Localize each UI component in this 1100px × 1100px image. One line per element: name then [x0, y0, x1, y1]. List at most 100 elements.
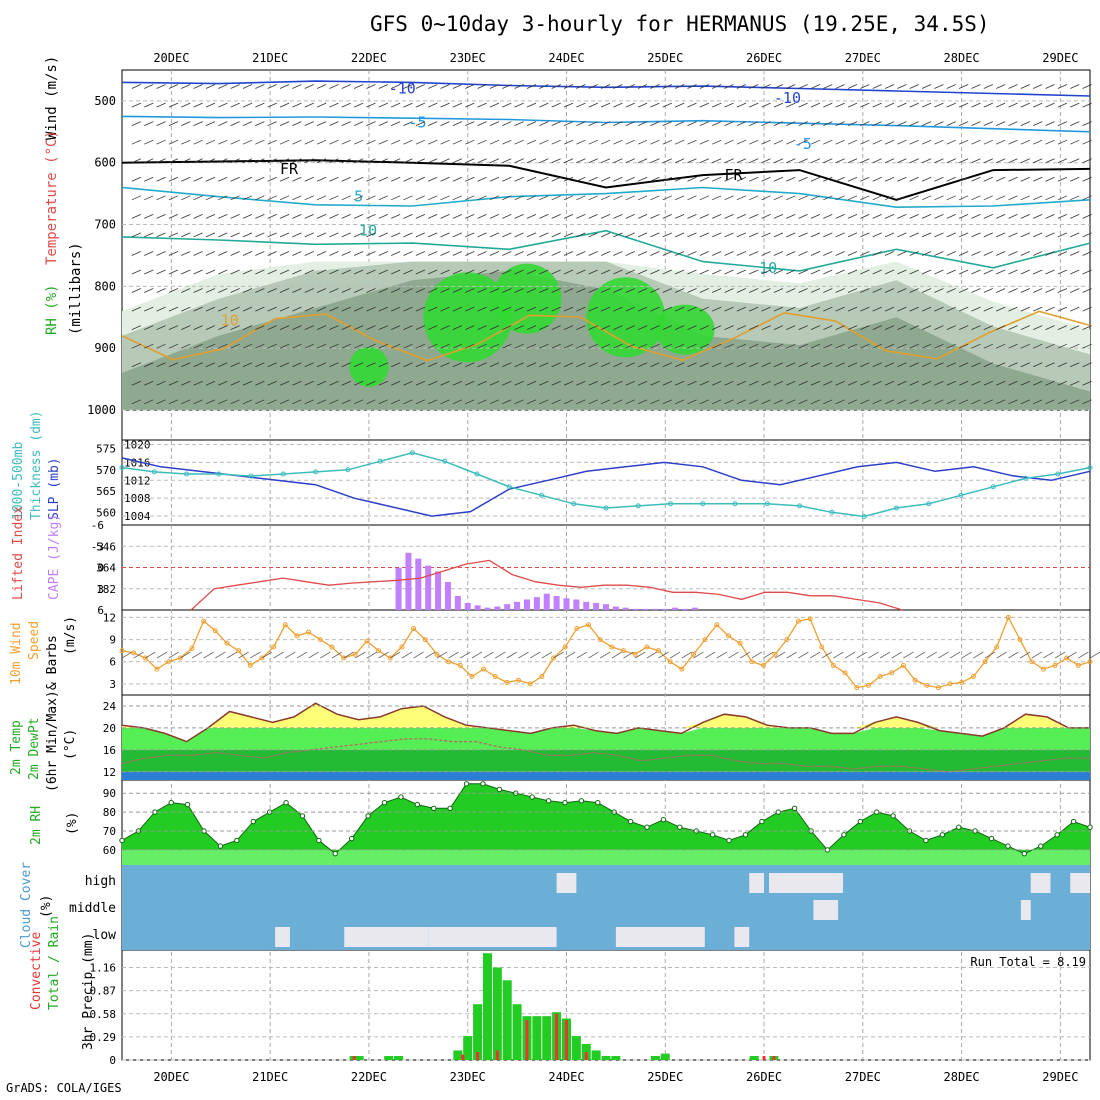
wind-barb — [786, 362, 796, 368]
wind-barb — [946, 251, 956, 256]
wind-barb — [353, 121, 364, 127]
rh-core-0 — [423, 272, 513, 363]
surface-wind-barb — [378, 651, 389, 659]
wind-barb — [884, 139, 895, 145]
wind-speed-point — [586, 622, 592, 628]
wind-barb — [563, 195, 574, 201]
wind-barb — [341, 343, 351, 349]
wind-barb — [613, 288, 623, 293]
wind-barb — [563, 121, 574, 127]
precip-bar-total — [492, 967, 502, 1060]
wind-speed-point — [854, 685, 860, 691]
wind-barb — [600, 158, 611, 164]
wind-barb — [921, 232, 932, 238]
wind-barb — [144, 176, 154, 182]
ylabel-precip: 3hr Precip (mm) — [81, 933, 96, 1050]
wind-barb — [761, 362, 771, 368]
li-tick--3: -3 — [91, 540, 104, 553]
ylabel-thickness: 1000-500mb — [11, 442, 26, 520]
wind-barb — [996, 84, 1006, 89]
wind-barb — [884, 269, 895, 275]
wind-barb — [637, 121, 648, 127]
wind-barb — [1020, 269, 1031, 275]
wind-speed-point — [970, 674, 976, 680]
wind-barb — [983, 399, 993, 405]
wind-barb — [921, 399, 932, 405]
wind-barb — [316, 306, 327, 312]
wind-barb — [242, 362, 253, 368]
wind-barb — [810, 343, 821, 349]
wind-barb — [131, 213, 142, 219]
wind-barb — [884, 306, 895, 312]
wind-barb — [613, 176, 623, 182]
rh-point — [496, 786, 503, 793]
wind-barb — [205, 251, 216, 256]
wind-barb — [502, 362, 512, 368]
wind-barb — [168, 288, 179, 293]
wind-barb — [934, 84, 944, 89]
wind-barb — [761, 84, 771, 89]
wind-barb — [131, 251, 142, 256]
wind-barb — [1020, 232, 1031, 238]
wind-barb — [1020, 121, 1031, 127]
wind-barb — [736, 343, 747, 349]
wind-barb — [440, 213, 450, 219]
wind-barb — [897, 269, 907, 275]
wind-barb — [391, 121, 401, 127]
wind-barb — [613, 269, 623, 275]
wind-barb — [1082, 195, 1092, 201]
pressure-tick-800: 800 — [94, 279, 116, 293]
wind-speed-point — [725, 633, 731, 639]
wind-speed-point — [154, 666, 160, 672]
rh-band-low — [122, 849, 1090, 865]
wind-barb — [687, 269, 697, 275]
wind-barb — [428, 269, 438, 275]
thickness-point — [958, 492, 964, 498]
surface-wind-barb — [518, 651, 529, 659]
wind-barb — [440, 380, 450, 386]
surface-wind-barb — [926, 651, 937, 659]
wind-barb — [489, 139, 500, 145]
wind-barb — [712, 158, 722, 164]
wind-barb — [489, 325, 500, 331]
wind-barb — [872, 325, 882, 331]
wind-barb — [823, 139, 833, 145]
wind-barb — [662, 380, 672, 386]
wind-barb — [168, 232, 179, 238]
wind-barb — [526, 269, 537, 275]
wind-barb — [1070, 195, 1080, 201]
wind-barb — [391, 288, 401, 293]
wind-barb — [835, 213, 845, 219]
wind-speed-point — [609, 644, 615, 650]
wind-barb — [551, 158, 561, 164]
wind-barb — [144, 399, 154, 405]
wind-barb — [193, 343, 203, 349]
wind-barb — [193, 269, 203, 275]
wind-barb — [353, 251, 364, 256]
wind-barb — [267, 213, 277, 219]
wind-barb — [267, 139, 277, 145]
wind-barb — [181, 176, 191, 182]
wind-barb — [983, 213, 993, 219]
wind-barb — [1020, 325, 1031, 331]
wind-barb — [921, 325, 932, 331]
wind-barb — [329, 362, 339, 368]
wind-barb — [267, 306, 277, 312]
surface-wind-barb — [226, 651, 238, 659]
wind-barb — [403, 139, 413, 145]
wind-barb — [749, 362, 759, 368]
x-tick-bottom-27DEC: 27DEC — [845, 1070, 881, 1084]
cape-bar — [464, 602, 471, 610]
wind-barb — [872, 195, 882, 201]
wind-barb — [563, 84, 574, 89]
wind-barb — [971, 251, 981, 256]
wind-barb — [884, 158, 895, 164]
wind-barb — [1020, 102, 1031, 108]
wind-barb — [637, 158, 648, 164]
wind-barb — [526, 288, 537, 293]
wind-barb — [847, 288, 858, 293]
wind-barb — [958, 213, 969, 219]
wind-barb — [415, 399, 426, 405]
surface-wind-barb — [413, 651, 424, 659]
thickness-point — [506, 484, 512, 490]
